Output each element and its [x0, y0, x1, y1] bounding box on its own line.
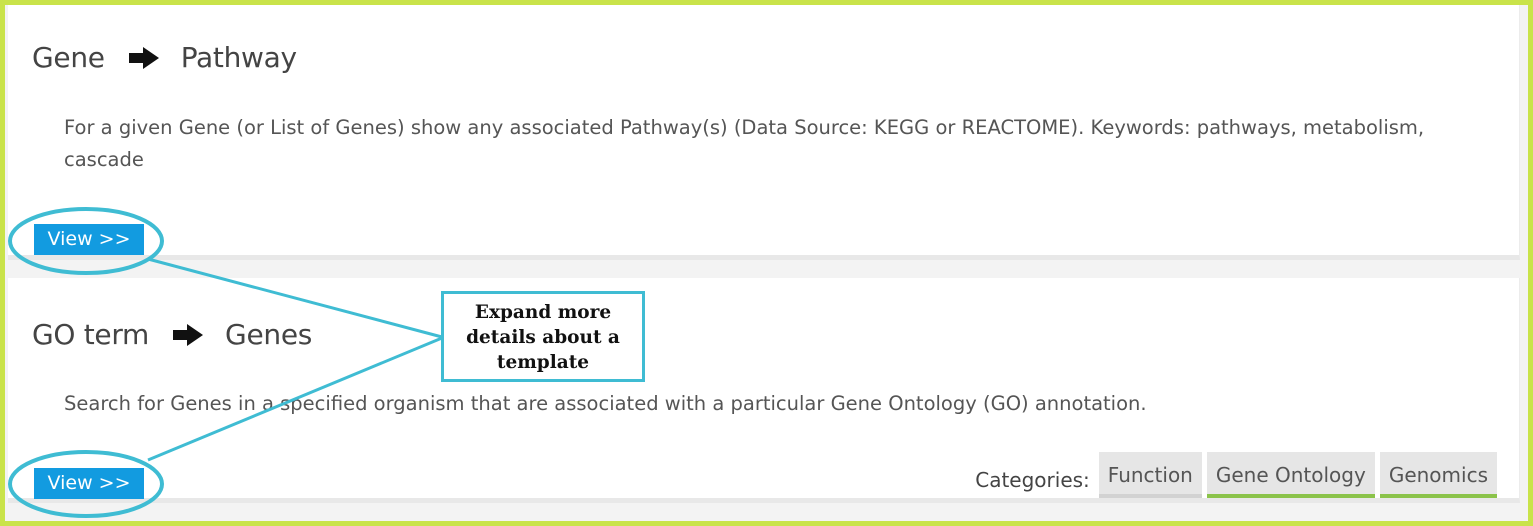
template-from: GO term: [32, 318, 150, 351]
arrow-right-icon: [128, 46, 159, 69]
template-from: Gene: [32, 41, 105, 74]
view-button[interactable]: View >>: [34, 468, 144, 499]
template-card: GO term Genes Search for Genes in a spec…: [8, 278, 1520, 503]
view-button[interactable]: View >>: [34, 224, 144, 255]
template-title: GO term Genes: [32, 318, 312, 351]
category-tag-gene-ontology[interactable]: Gene Ontology: [1206, 452, 1375, 498]
category-tag-genomics[interactable]: Genomics: [1379, 452, 1497, 498]
template-list: Gene Pathway For a given Gene (or List o…: [5, 5, 1528, 521]
categories-label: Categories:: [975, 468, 1090, 492]
template-description: For a given Gene (or List of Genes) show…: [64, 116, 1425, 171]
template-description: Search for Genes in a specified organism…: [64, 392, 1147, 415]
categories: Categories: Function Gene Ontology Genom…: [975, 452, 1497, 498]
callout-box: Expand more details about a template: [441, 291, 645, 382]
category-tag-function[interactable]: Function: [1098, 452, 1202, 498]
template-title: Gene Pathway: [32, 41, 297, 74]
template-to: Pathway: [180, 41, 297, 74]
template-card: Gene Pathway For a given Gene (or List o…: [8, 5, 1520, 260]
template-to: Genes: [225, 318, 313, 351]
arrow-right-icon: [173, 323, 204, 346]
